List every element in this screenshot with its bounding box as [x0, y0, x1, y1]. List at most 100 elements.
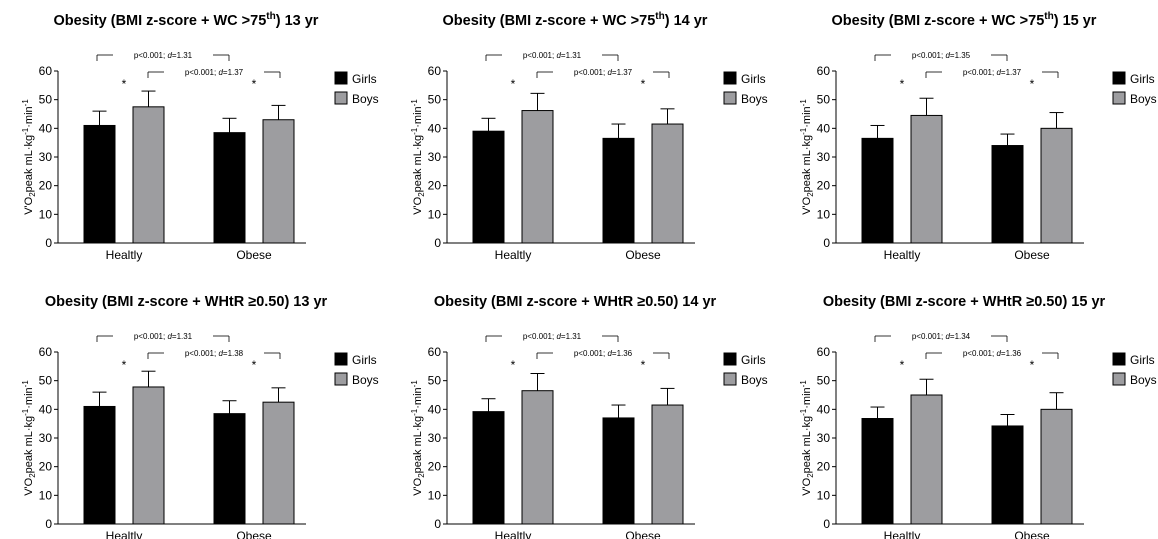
ylabel-subscript: 2 — [417, 192, 426, 197]
title-text: Obesity (BMI z-score + WHtR ≥0.50) 13 yr — [45, 294, 328, 310]
y-tick-label: 50 — [428, 93, 442, 107]
panel-title: Obesity (BMI z-score + WC >75th) 13 yr — [54, 11, 319, 29]
y-tick-label: 0 — [434, 236, 441, 250]
ylabel-superscript: -1 — [799, 99, 808, 107]
bar-girls-obese — [213, 132, 246, 244]
legend-label: Boys — [352, 92, 379, 106]
bar-boys-healtly — [132, 106, 165, 244]
ylabel-main: V'O — [801, 196, 813, 214]
ylabel-mid: peak mL·kg — [23, 416, 35, 473]
y-tick-label: 40 — [817, 121, 831, 135]
comparison-effect-size: =1.31 — [172, 51, 193, 60]
y-tick-label: 40 — [39, 121, 53, 135]
bar-boys-healtly — [521, 110, 554, 244]
y-tick-label: 30 — [817, 431, 831, 445]
x-category-label: Healtly — [884, 529, 921, 539]
comparison-effect-size: =1.35 — [950, 51, 971, 60]
comparison-label: p<0.001; d=1.36 — [963, 349, 1022, 358]
comparison-p-value: p<0.001; — [963, 349, 997, 358]
comparison-effect-size: =1.31 — [561, 51, 582, 60]
bar-boys-obese — [1040, 127, 1073, 244]
ylabel-unit: ·min — [412, 387, 424, 408]
y-tick-label: 30 — [817, 150, 831, 164]
significance-star: * — [900, 358, 905, 372]
legend-label: Girls — [741, 353, 766, 367]
bar-boys-obese — [651, 123, 684, 244]
bar-girls-obese — [991, 425, 1024, 525]
ylabel-main: V'O — [23, 196, 35, 214]
chart-panel-4: Obesity (BMI z-score + WHtR ≥0.50) 13 yr… — [21, 294, 379, 539]
ylabel-superscript: -1 — [21, 408, 30, 416]
panel-title: Obesity (BMI z-score + WC >75th) 15 yr — [832, 11, 1097, 29]
y-tick-label: 10 — [39, 207, 53, 221]
comparison-label: p<0.001; d=1.37 — [574, 68, 633, 77]
x-category-label: Obese — [625, 529, 661, 539]
bar-girls-healtly — [83, 405, 116, 525]
y-tick-label: 10 — [428, 488, 442, 502]
panel-title: Obesity (BMI z-score + WC >75th) 14 yr — [443, 11, 708, 29]
bar-boys-obese — [262, 401, 295, 525]
legend-label: Girls — [352, 353, 377, 367]
y-tick-label: 50 — [428, 374, 442, 388]
legend-swatch-boys — [334, 91, 348, 105]
title-superscript: th — [1044, 11, 1053, 22]
bar-boys-healtly — [132, 386, 165, 525]
comparison-p-value: p<0.001; — [574, 349, 608, 358]
legend-swatch-girls — [1112, 71, 1126, 85]
ylabel-mid: peak mL·kg — [801, 416, 813, 473]
y-tick-label: 10 — [428, 207, 442, 221]
comparison-effect-symbol: d — [218, 349, 223, 358]
ylabel-main: V'O — [412, 196, 424, 214]
comparison-effect-size: =1.36 — [612, 349, 633, 358]
comparison-p-value: p<0.001; — [134, 332, 168, 341]
title-text: Obesity (BMI z-score + WHtR ≥0.50) 14 yr — [434, 294, 717, 310]
x-category-label: Obese — [1014, 529, 1050, 539]
ylabel-unit: ·min — [412, 106, 424, 127]
ylabel-mid: peak mL·kg — [801, 135, 813, 192]
y-tick-label: 30 — [428, 150, 442, 164]
ylabel-unit: ·min — [801, 106, 813, 127]
bar-girls-obese — [602, 417, 635, 525]
ylabel-unit: ·min — [23, 106, 35, 127]
title-superscript: th — [655, 11, 664, 22]
comparison-p-value: p<0.001; — [912, 332, 946, 341]
ylabel-subscript: 2 — [806, 473, 815, 478]
y-tick-label: 50 — [39, 374, 53, 388]
ylabel-superscript: -1 — [21, 99, 30, 107]
panel-title: Obesity (BMI z-score + WHtR ≥0.50) 14 yr — [434, 294, 717, 310]
y-tick-label: 40 — [428, 402, 442, 416]
legend-label: Boys — [741, 373, 768, 387]
ylabel-main: V'O — [801, 477, 813, 495]
significance-star: * — [122, 77, 127, 91]
y-tick-label: 60 — [817, 345, 831, 359]
ylabel-superscript: -1 — [410, 127, 419, 135]
comparison-effect-symbol: d — [996, 68, 1001, 77]
y-tick-label: 0 — [45, 517, 52, 531]
y-tick-label: 30 — [428, 431, 442, 445]
y-tick-label: 20 — [428, 460, 442, 474]
bar-girls-obese — [213, 413, 246, 525]
y-axis-label: V'O2peak mL·kg-1·min-1 — [799, 380, 815, 496]
y-axis-label: V'O2peak mL·kg-1·min-1 — [21, 380, 37, 496]
bar-girls-obese — [602, 137, 635, 244]
comparison-effect-symbol: d — [167, 332, 172, 341]
comparison-effect-size: =1.36 — [1001, 349, 1022, 358]
y-tick-label: 60 — [39, 345, 53, 359]
comparison-p-value: p<0.001; — [185, 68, 219, 77]
comparison-label: p<0.001; d=1.36 — [574, 349, 633, 358]
ylabel-superscript: -1 — [410, 380, 419, 388]
title-text: Obesity (BMI z-score + WC >75 — [54, 13, 267, 29]
ylabel-superscript: -1 — [21, 127, 30, 135]
x-category-label: Obese — [1014, 248, 1050, 262]
comparison-p-value: p<0.001; — [574, 68, 608, 77]
bar-boys-obese — [1040, 408, 1073, 525]
ylabel-main: V'O — [412, 477, 424, 495]
bar-girls-obese — [991, 145, 1024, 244]
comparison-p-value: p<0.001; — [963, 68, 997, 77]
comparison-effect-symbol: d — [556, 51, 561, 60]
y-tick-label: 60 — [428, 345, 442, 359]
bar-girls-healtly — [861, 418, 894, 525]
chart-panel-6: Obesity (BMI z-score + WHtR ≥0.50) 15 yr… — [799, 294, 1157, 539]
y-tick-label: 10 — [817, 207, 831, 221]
